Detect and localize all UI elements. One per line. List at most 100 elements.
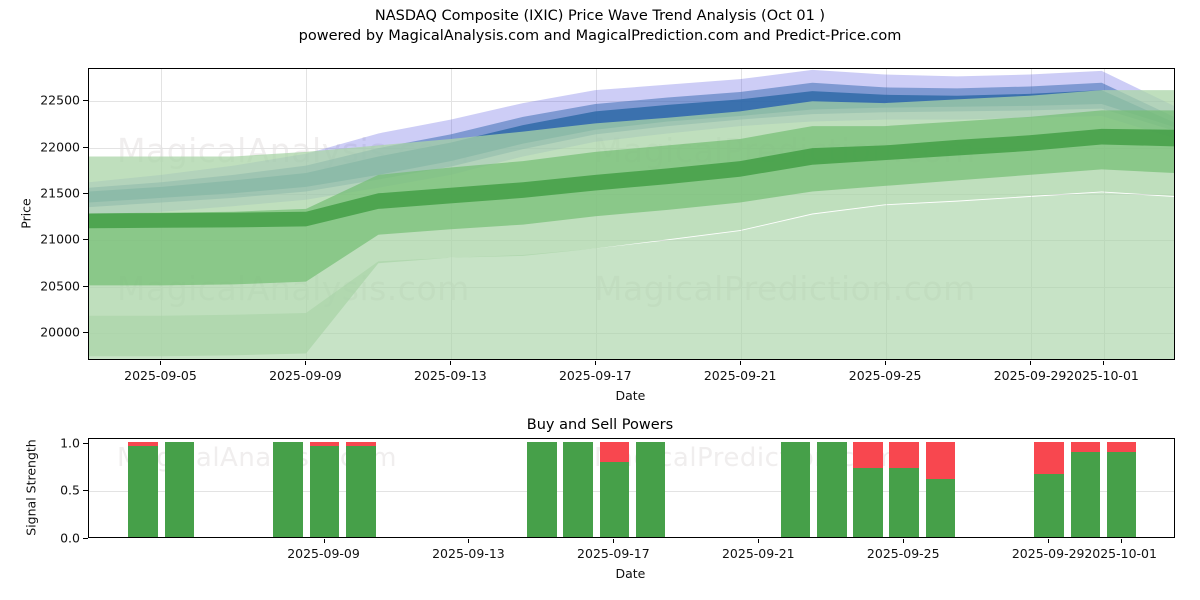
price-ytick-label: 22000 [40, 139, 80, 155]
price-xtick-mark [160, 361, 162, 365]
buy-power-segment [635, 441, 666, 537]
buy-power-segment [889, 468, 920, 537]
price-plot-area: MagicalAnalysis.comMagicalPrediction.com… [88, 68, 1175, 360]
signal-gridline-h-1 [89, 491, 1174, 493]
title-line-2: powered by MagicalAnalysis.com and Magic… [298, 28, 902, 44]
buy-power-segment [563, 441, 593, 537]
signal-ytick-label: 0.0 [60, 530, 80, 546]
price-xtick-mark [1102, 361, 1104, 365]
price-xtick-mark [1030, 361, 1032, 365]
price-xtick-mark [740, 361, 742, 365]
buy-power-segment [1034, 474, 1065, 537]
signal-bar[interactable] [780, 441, 811, 537]
signal-bar[interactable] [128, 441, 159, 537]
sell-power-segment [925, 441, 956, 479]
price-ytick-mark [83, 285, 88, 287]
price-xtick-mark [305, 361, 307, 365]
signal-bar[interactable] [1070, 441, 1101, 537]
price-xtick-mark [595, 361, 597, 365]
sell-power-segment [1070, 441, 1101, 453]
signal-bar[interactable] [527, 441, 557, 537]
signal-bar[interactable] [816, 441, 847, 537]
buy-power-segment [853, 468, 883, 537]
sell-power-segment [853, 441, 883, 469]
signal-plot-area: MagicalAnalysis.com MagicalPrediction.com [88, 438, 1175, 538]
price-xtick-label: 2025-09-09 [269, 368, 342, 383]
price-ytick-mark [83, 193, 88, 195]
signal-bar[interactable] [1034, 441, 1065, 537]
signal-bar[interactable] [309, 441, 340, 537]
signal-bar[interactable] [889, 441, 920, 537]
buy-power-segment [527, 441, 557, 537]
price-xtick-mark [450, 361, 452, 365]
title-line-1: NASDAQ Composite (IXIC) Price Wave Trend… [374, 8, 826, 24]
price-ytick-label: 22500 [40, 92, 80, 108]
signal-ytick-mark [83, 442, 88, 444]
signal-y-axis-title: Signal Strength [23, 439, 39, 536]
signal-xtick-label: 2025-09-29 [1011, 546, 1085, 561]
page-title: NASDAQ Composite (IXIC) Price Wave Trend… [0, 6, 1200, 46]
buy-power-segment [309, 445, 340, 537]
buy-power-segment [345, 445, 376, 537]
buy-power-segment [1070, 452, 1101, 537]
sell-power-segment [889, 441, 920, 469]
signal-bar[interactable] [345, 441, 376, 537]
buy-power-segment [925, 478, 956, 537]
signal-chart: Buy and Sell Powers MagicalAnalysis.com M… [0, 415, 1200, 600]
price-ytick-label: 21000 [40, 231, 80, 247]
price-ytick-mark [83, 146, 88, 148]
signal-xtick-label: 2025-09-21 [721, 546, 795, 561]
signal-ytick-label: 1.0 [60, 435, 80, 451]
buy-power-segment [128, 445, 159, 537]
signal-xtick-label: 2025-09-13 [432, 546, 505, 561]
signal-bar[interactable] [273, 441, 304, 537]
buy-power-segment [599, 461, 630, 537]
buy-power-segment [164, 441, 195, 537]
price-xtick-label: 2025-09-17 [558, 368, 632, 383]
signal-bar[interactable] [599, 441, 630, 537]
price-ytick-mark [83, 239, 88, 241]
signal-xtick-label: 2025-09-25 [866, 546, 940, 561]
band-green-band-low [89, 192, 1174, 359]
signal-xtick-mark [323, 539, 325, 543]
price-xtick-label: 2025-09-05 [124, 368, 197, 383]
price-ytick-mark [83, 332, 88, 334]
signal-bar[interactable] [925, 441, 956, 537]
price-xtick-label: 2025-10-01 [1066, 368, 1139, 383]
signal-xtick-mark [613, 539, 615, 543]
price-xtick-label: 2025-09-29 [993, 368, 1067, 383]
sell-power-segment [345, 441, 376, 446]
signal-bar[interactable] [1106, 441, 1137, 537]
price-y-axis-title: Price [18, 198, 34, 229]
signal-x-axis-title: Date [615, 566, 646, 581]
price-x-axis-title: Date [615, 388, 646, 403]
price-ytick-label: 20500 [40, 278, 80, 294]
buy-power-segment [816, 441, 847, 537]
sell-power-segment [128, 441, 159, 446]
price-chart: MagicalAnalysis.comMagicalPrediction.com… [0, 62, 1200, 403]
signal-bar[interactable] [164, 441, 195, 537]
buy-power-segment [780, 441, 811, 537]
signal-xtick-label: 2025-09-09 [287, 546, 360, 561]
signal-xtick-label: 2025-09-17 [577, 546, 650, 561]
signal-xtick-mark [903, 539, 905, 543]
price-ytick-mark [83, 100, 88, 102]
signal-ytick-label: 0.5 [60, 482, 80, 498]
price-xtick-label: 2025-09-21 [703, 368, 777, 383]
buy-power-segment [273, 441, 304, 537]
price-ytick-label: 21500 [40, 185, 80, 201]
price-wave-bands [89, 69, 1174, 359]
price-ytick-label: 20000 [40, 324, 80, 340]
band-green-band-core [89, 128, 1174, 229]
signal-bar[interactable] [853, 441, 883, 537]
signal-xtick-label: 2025-10-01 [1084, 546, 1157, 561]
signal-xtick-mark [1048, 539, 1050, 543]
price-xtick-label: 2025-09-13 [414, 368, 487, 383]
signal-bar[interactable] [563, 441, 593, 537]
buy-power-segment [1106, 452, 1137, 537]
signal-ytick-mark [83, 490, 88, 492]
signal-xtick-mark [468, 539, 470, 543]
signal-xtick-mark [758, 539, 760, 543]
signal-bar[interactable] [635, 441, 666, 537]
